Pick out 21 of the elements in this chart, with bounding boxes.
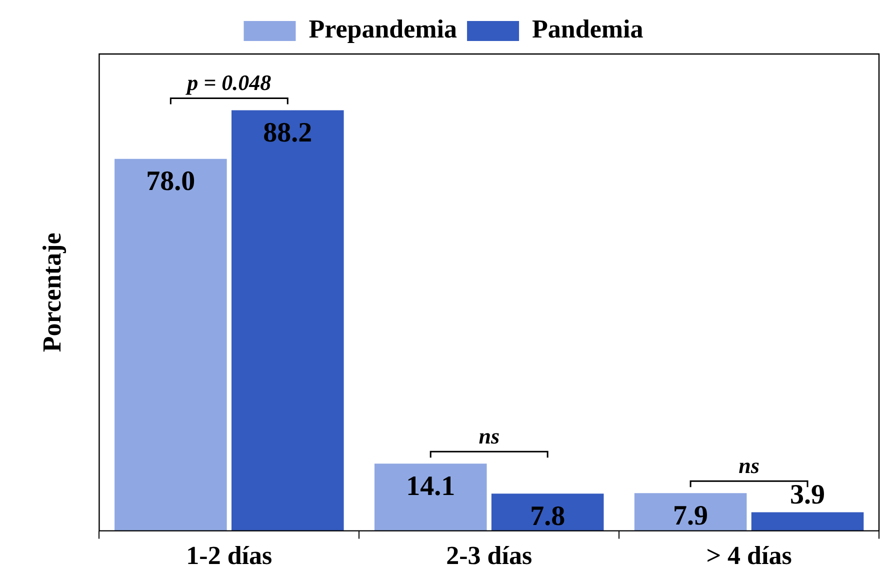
x-tick-label: > 4 días (706, 541, 792, 570)
data-label: 14.1 (406, 470, 456, 502)
bar (751, 512, 864, 531)
bar (374, 464, 487, 531)
annotation: ns (478, 423, 500, 448)
x-tick-label: 1-2 días (186, 541, 272, 570)
x-tick-label: 2-3 días (446, 541, 532, 570)
data-label: 88.2 (263, 117, 312, 148)
data-label: 3.9 (790, 479, 826, 510)
y-axis-title: Porcentaje (37, 232, 66, 352)
annotation: ns (738, 452, 760, 478)
bar (232, 110, 344, 531)
data-label: 78.0 (146, 166, 196, 198)
data-label: 7.8 (530, 500, 566, 532)
legend-label: Pandemia (532, 14, 644, 44)
data-label: 7.9 (673, 500, 708, 532)
bar (114, 158, 227, 531)
bar (634, 493, 747, 531)
bar (491, 494, 604, 531)
text: p = 0.048 (185, 70, 272, 95)
legend-label: Prepandemia (308, 14, 458, 44)
